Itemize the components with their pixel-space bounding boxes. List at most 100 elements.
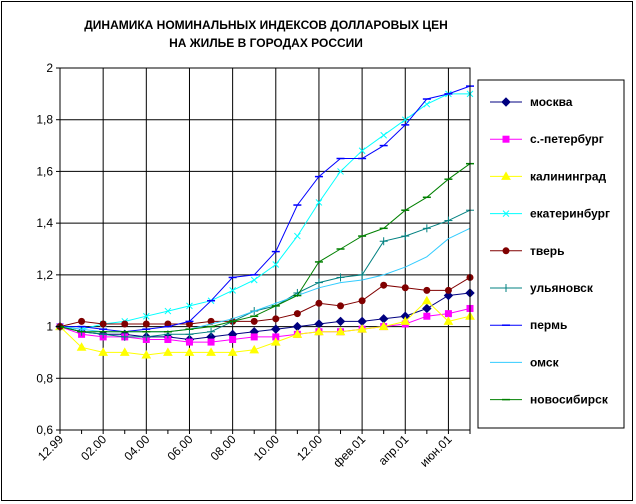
legend-label: москва (530, 95, 573, 109)
legend-entry: ульяновск (490, 281, 594, 295)
data-point (207, 338, 215, 346)
y-tick-label: 1,2 (36, 268, 53, 282)
legend-label: тверь (530, 244, 564, 258)
y-tick-label: 0,6 (36, 423, 53, 437)
data-point (98, 347, 109, 356)
data-point (227, 347, 238, 356)
data-point (315, 199, 323, 206)
chart-title-line-2: НА ЖИЛЬЕ В ГОРОДАХ РОССИИ (169, 36, 363, 50)
data-point (142, 320, 150, 328)
chart-title-line-1: ДИНАМИКА НОМИНАЛЬНЫХ ИНДЕКСОВ ДОЛЛАРОВЫХ… (84, 18, 448, 32)
series-3 (56, 90, 474, 333)
data-point (380, 131, 388, 139)
legend-label: калининград (530, 169, 607, 183)
x-tick-label: фев.01 (330, 432, 368, 470)
data-point (357, 324, 367, 333)
data-point (164, 307, 172, 315)
data-point (293, 310, 301, 318)
legend-entry: москва (490, 95, 573, 109)
data-point (444, 216, 453, 225)
data-point (207, 327, 216, 336)
legend-marker (502, 284, 510, 292)
data-point (141, 350, 152, 359)
data-point (401, 284, 409, 292)
data-point (421, 295, 432, 305)
data-point (314, 326, 324, 336)
data-point (120, 332, 129, 341)
legend-entry: тверь (490, 244, 564, 258)
data-point (423, 312, 431, 320)
series-line (59, 93, 470, 330)
data-point (185, 338, 193, 346)
data-point (401, 116, 409, 124)
x-tick-label: апр.01 (376, 432, 412, 468)
data-point (335, 316, 346, 327)
data-point (337, 168, 344, 175)
legend-label: с.-петербург (530, 132, 604, 146)
series-layer (55, 85, 475, 359)
legend-entry: омск (490, 355, 560, 369)
legend-entry: екатеринбург (490, 207, 610, 221)
series-line (59, 300, 471, 356)
legend-marker (502, 135, 510, 143)
data-point (270, 337, 281, 346)
x-tick-label: 10.00 (251, 432, 282, 463)
data-point (119, 347, 130, 356)
legend-entry: с.-петербург (490, 132, 604, 146)
legend-entry: новосибирск (490, 393, 609, 407)
x-tick-label: 04.00 (121, 432, 152, 463)
legend-marker (501, 97, 511, 107)
data-point (186, 302, 193, 310)
series-2 (55, 295, 475, 359)
legend: москва с.-петербург калининград екатеринбур… (477, 79, 625, 429)
data-point (422, 224, 431, 233)
legend-box (477, 79, 625, 429)
legend-label: ульяновск (530, 281, 594, 295)
data-point (358, 270, 367, 279)
data-point (443, 290, 454, 301)
data-point (335, 326, 346, 336)
legend-label: пермь (530, 318, 567, 332)
y-tick-label: 1,4 (36, 216, 53, 230)
data-point (444, 310, 452, 318)
data-point (229, 287, 236, 294)
data-point (401, 232, 410, 241)
data-point (250, 317, 258, 325)
data-point (294, 232, 301, 240)
y-tick-label: 1 (46, 320, 53, 334)
data-point (444, 286, 452, 294)
legend-entry: пермь (490, 318, 567, 332)
data-point (358, 147, 366, 155)
plot-border (59, 67, 471, 431)
data-point (271, 324, 281, 334)
data-point (380, 281, 388, 289)
data-point (336, 273, 345, 282)
x-tick-label: 08.00 (208, 432, 239, 463)
data-point (163, 347, 173, 356)
data-point (315, 299, 323, 307)
data-point (99, 320, 107, 328)
x-tick-label: июн.01 (417, 432, 455, 470)
data-point (250, 276, 258, 284)
y-tick-label: 2 (46, 61, 53, 75)
legend-label: омск (530, 355, 560, 369)
x-tick-label: 06.00 (164, 432, 195, 463)
x-tick-label: 12.00 (294, 432, 325, 463)
legend-entry: калининград (490, 169, 607, 183)
legend-marker (502, 210, 510, 217)
data-point (423, 100, 431, 108)
data-point (185, 330, 194, 339)
data-point (423, 286, 431, 294)
data-point (249, 344, 260, 354)
data-point (78, 317, 86, 325)
series-line (59, 276, 471, 328)
data-point (250, 333, 258, 341)
data-point (400, 316, 411, 325)
data-point (443, 316, 454, 325)
data-point (358, 297, 366, 305)
data-point (142, 332, 151, 341)
data-point (76, 342, 87, 351)
series-8 (56, 162, 474, 333)
